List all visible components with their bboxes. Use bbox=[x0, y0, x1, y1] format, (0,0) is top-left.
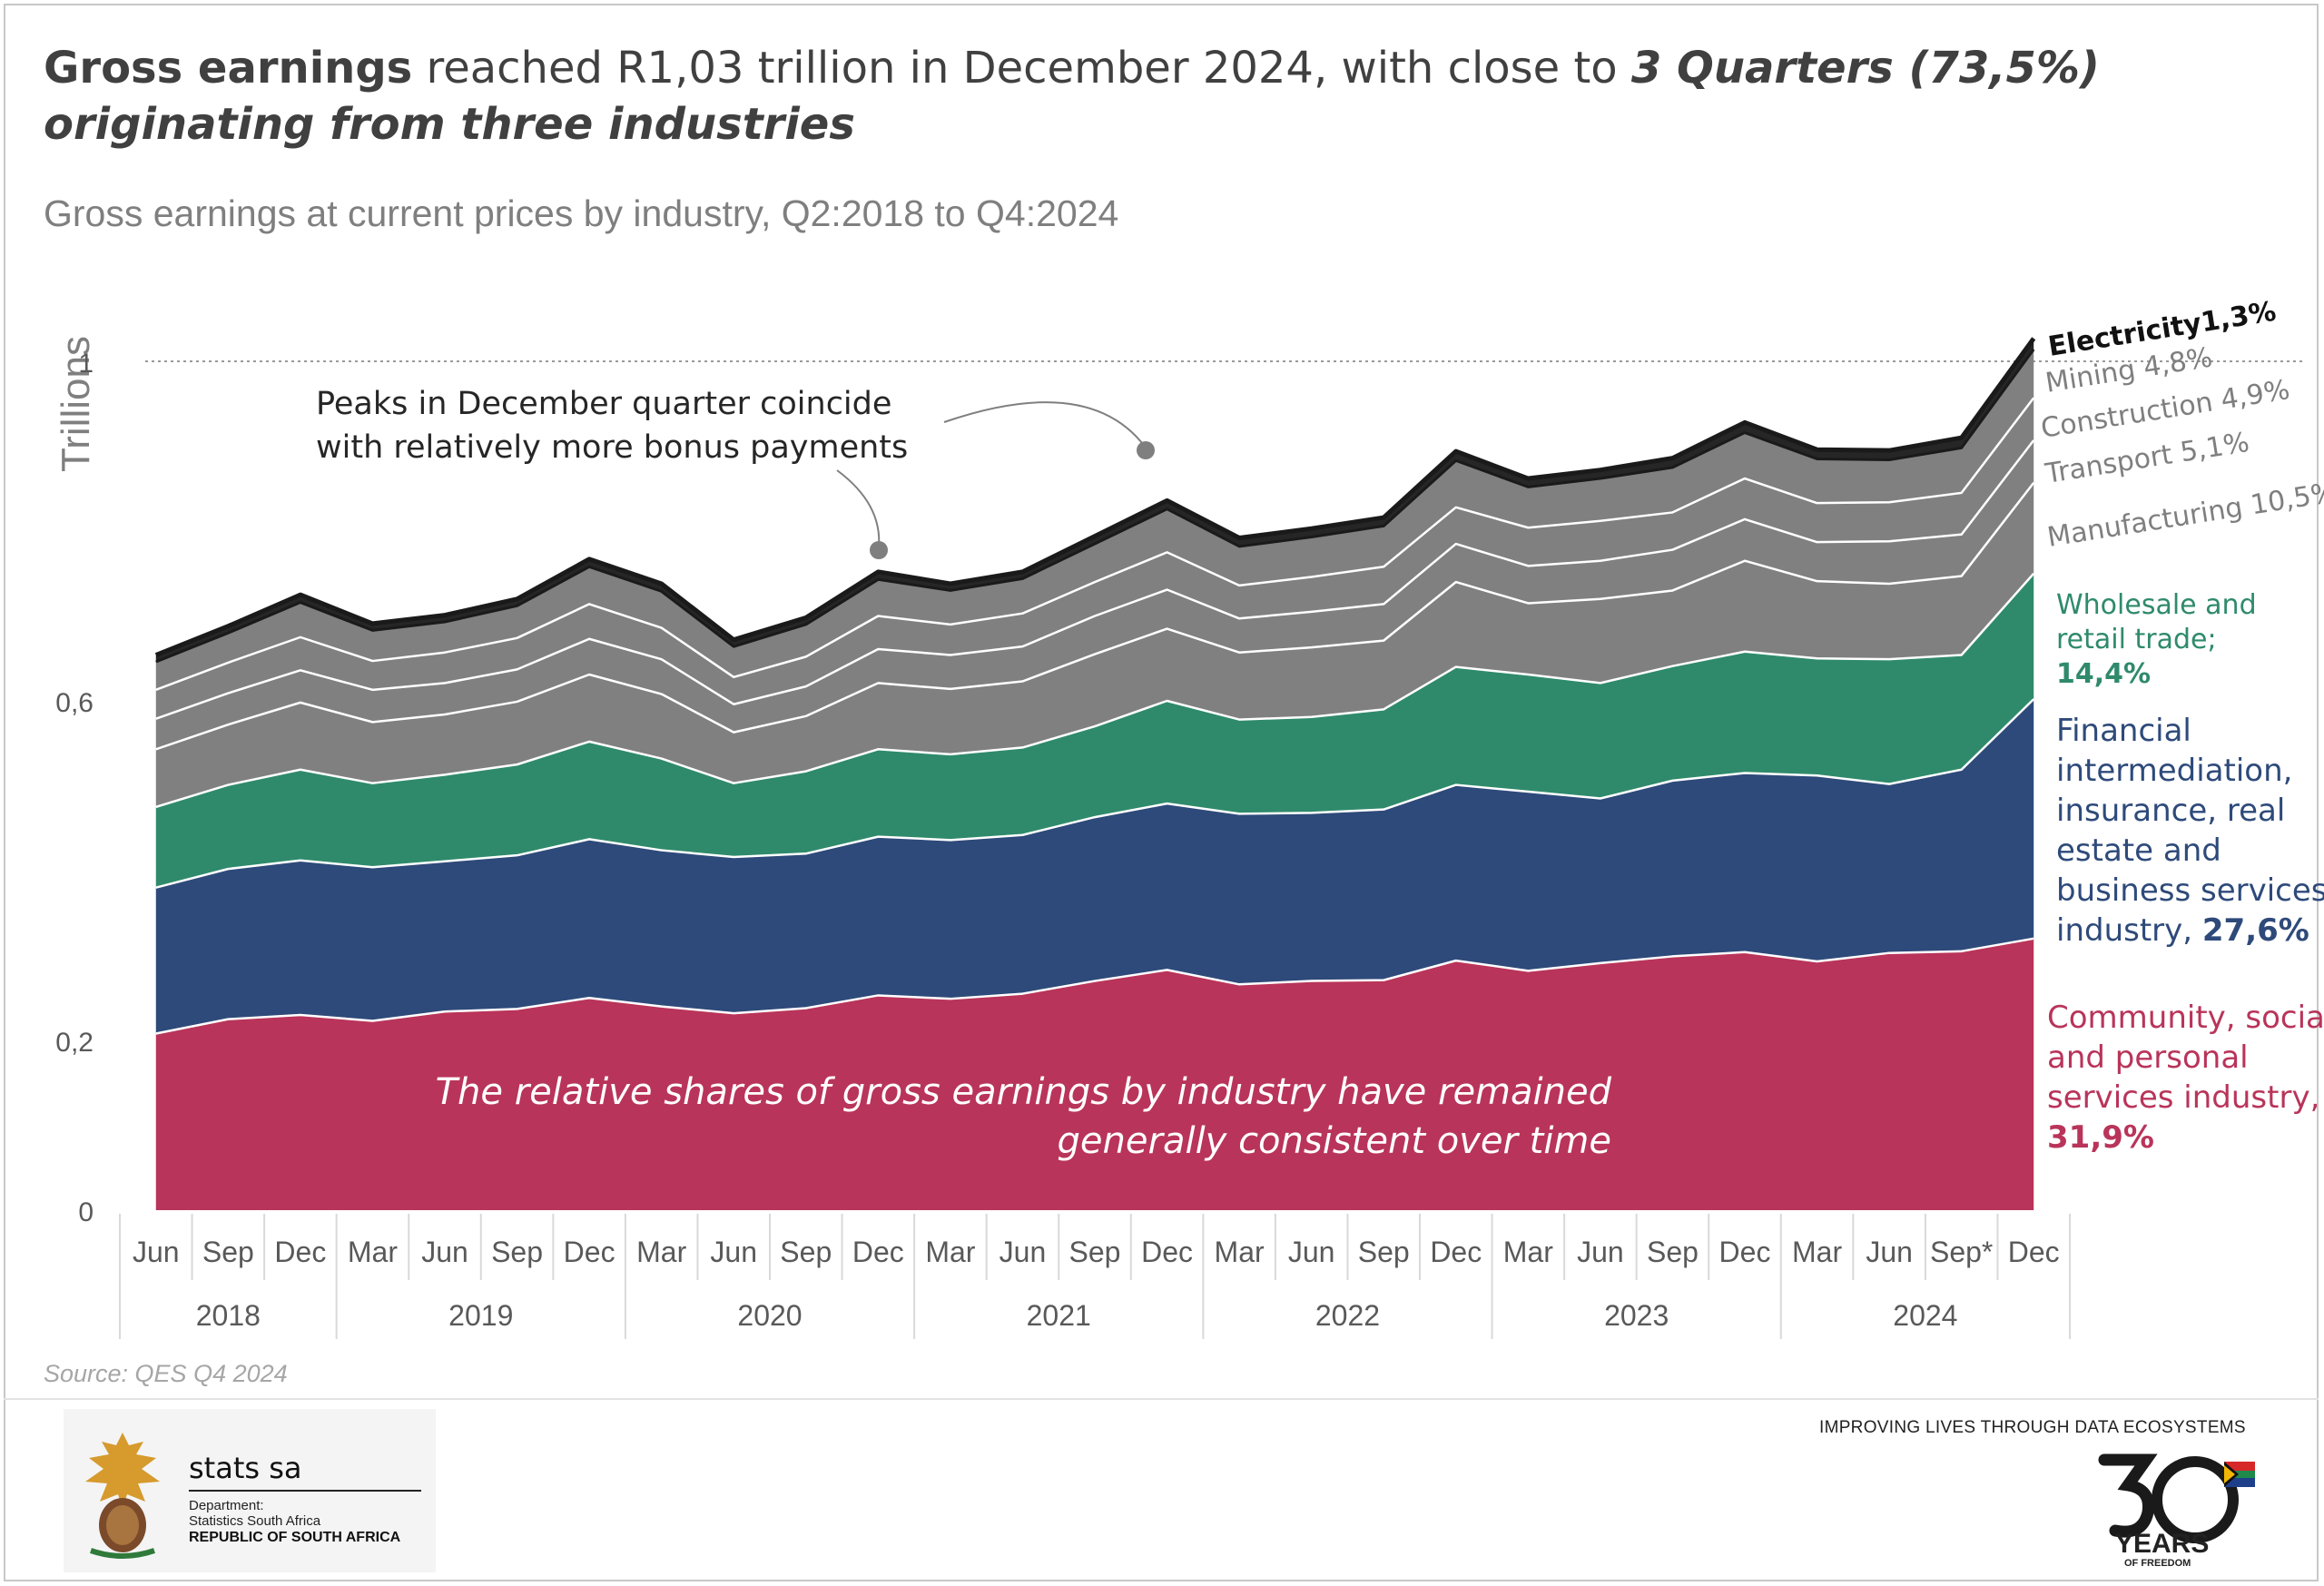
slide-frame bbox=[4, 4, 2319, 1581]
x-tick-label: Mar bbox=[348, 1236, 398, 1268]
source-note: Source: QES Q4 2024 bbox=[44, 1360, 288, 1387]
x-tick-label: Sep bbox=[491, 1236, 543, 1268]
label-financial-line: insurance, real bbox=[2056, 793, 2285, 829]
label-community-pct: 31,9% bbox=[2047, 1119, 2154, 1156]
label-manufacturing: Manufacturing 10,5% bbox=[2045, 477, 2324, 554]
year-label: 2023 bbox=[1604, 1299, 1669, 1332]
boundary-line-manufacturing bbox=[155, 481, 2035, 751]
year-label: 2020 bbox=[737, 1299, 802, 1332]
x-tick-label: Jun bbox=[133, 1236, 180, 1268]
x-tick-label: Mar bbox=[925, 1236, 975, 1268]
label-community-line: and personal bbox=[2047, 1039, 2249, 1076]
dept-line-2: Statistics South Africa bbox=[189, 1513, 321, 1529]
headline-emphasis: 3 Quarters (73,5%) originating from thre… bbox=[44, 43, 2100, 150]
x-tick-label: Mar bbox=[1215, 1236, 1265, 1268]
year-label: 2024 bbox=[1893, 1299, 1957, 1332]
boundary-line-construction bbox=[155, 397, 2035, 692]
x-tick-label: Sep bbox=[202, 1236, 254, 1268]
area-transport bbox=[155, 439, 2034, 750]
x-tick-label: Mar bbox=[1792, 1236, 1842, 1268]
area-wholesale bbox=[155, 573, 2034, 888]
x-tick-label: Dec bbox=[1430, 1236, 1482, 1268]
annotation-dot-left bbox=[870, 541, 888, 559]
label-wholesale-line-1: Wholesale and bbox=[2056, 589, 2257, 621]
coat-of-arms-icon bbox=[85, 1433, 160, 1559]
annotation-bonus-line-1: Peaks in December quarter coincide bbox=[316, 386, 891, 422]
x-tick-label: Jun bbox=[710, 1236, 757, 1268]
x-tick-label: Dec bbox=[1141, 1236, 1193, 1268]
years-label: YEARS bbox=[2115, 1529, 2210, 1559]
label-wholesale-line-2: retail trade; bbox=[2056, 624, 2217, 655]
x-tick-label: Sep bbox=[1647, 1236, 1699, 1268]
boundary-line-financial bbox=[155, 698, 2035, 889]
annotation-bonus-line-2: with relatively more bonus payments bbox=[316, 429, 908, 466]
y-tick-label: 0 bbox=[78, 1197, 94, 1227]
dept-line-3: REPUBLIC OF SOUTH AFRICA bbox=[189, 1530, 401, 1545]
chart-subtitle: Gross earnings at current prices by indu… bbox=[44, 192, 1119, 234]
area-construction bbox=[155, 398, 2034, 719]
x-tick-label: Dec bbox=[2008, 1236, 2060, 1268]
stacked-area-chart: 0 0,2 0,6 1 Jun Sep Dec Mar Jun Sep Dec Mar Jun Sep De… bbox=[55, 296, 2324, 1339]
label-community-line: Community, social bbox=[2047, 1000, 2324, 1036]
annotation-arrow-right bbox=[943, 401, 1147, 448]
x-tick-label: Mar bbox=[636, 1236, 686, 1268]
x-tick-label: Dec bbox=[852, 1236, 904, 1268]
label-financial-line: business services bbox=[2056, 872, 2324, 909]
label-financial-line: Financial bbox=[2056, 713, 2191, 749]
area-mining bbox=[155, 349, 2034, 690]
y-tick-label: 1 bbox=[78, 349, 94, 379]
x-tick-label: Sep bbox=[1358, 1236, 1410, 1268]
x-tick-label: Dec bbox=[1719, 1236, 1771, 1268]
headline: Gross earnings reached R1,03 trillion in… bbox=[44, 40, 2295, 153]
x-tick-label: Sep bbox=[1069, 1236, 1121, 1268]
label-financial-line: intermediation, bbox=[2056, 753, 2292, 789]
x-tick-label: Sep* bbox=[1930, 1236, 1993, 1268]
boundary-line-electricity bbox=[154, 337, 2036, 657]
label-financial-line: estate and bbox=[2056, 832, 2221, 869]
area-manufacturing bbox=[155, 482, 2034, 807]
footer-divider bbox=[4, 1398, 2319, 1400]
annotation-arrow-left bbox=[836, 469, 881, 548]
annotation-shares-line-2: generally consistent over time bbox=[1058, 1120, 1611, 1162]
boundary-line-community bbox=[155, 937, 2034, 1035]
headline-body: reached R1,03 trillion in December 2024,… bbox=[412, 43, 1631, 94]
x-tick-label: Dec bbox=[564, 1236, 615, 1268]
y-tick-label: 0,6 bbox=[55, 688, 94, 718]
brand-underline bbox=[189, 1490, 421, 1492]
label-wholesale-pct: 14,4% bbox=[2056, 658, 2151, 690]
boundary-line-wholesale bbox=[155, 572, 2035, 809]
annotation-shares-line-1: The relative shares of gross earnings by… bbox=[436, 1071, 1612, 1113]
thirty-years-logo-icon bbox=[2098, 1453, 2255, 1543]
label-financial-last: industry, 27,6% bbox=[2056, 912, 2309, 949]
dept-line-1: Department: bbox=[189, 1498, 264, 1513]
year-label: 2021 bbox=[1027, 1299, 1091, 1332]
x-tick-label: Sep bbox=[780, 1236, 832, 1268]
x-tick-label: Dec bbox=[274, 1236, 326, 1268]
x-tick-label: Jun bbox=[1577, 1236, 1624, 1268]
x-tick-label: Jun bbox=[1288, 1236, 1335, 1268]
statssa-brand: stats sa bbox=[189, 1451, 302, 1485]
x-tick-label: Jun bbox=[1866, 1236, 1913, 1268]
y-tick-label: 0,2 bbox=[55, 1028, 94, 1058]
year-label: 2018 bbox=[196, 1299, 261, 1332]
x-tick-label: Jun bbox=[421, 1236, 468, 1268]
boundary-line-transport bbox=[155, 439, 2035, 720]
area-financial bbox=[155, 699, 2034, 1034]
x-tick-label: Mar bbox=[1503, 1236, 1553, 1268]
headline-bold: Gross earnings bbox=[44, 43, 413, 94]
tagline: IMPROVING LIVES THROUGH DATA ECOSYSTEMS bbox=[1819, 1418, 2246, 1437]
label-community-line: services industry, bbox=[2047, 1079, 2319, 1116]
freedom-label: OF FREEDOM bbox=[2124, 1558, 2191, 1569]
year-label: 2022 bbox=[1315, 1299, 1380, 1332]
x-tick-label: Jun bbox=[1000, 1236, 1047, 1268]
year-label: 2019 bbox=[448, 1299, 513, 1332]
area-community bbox=[155, 938, 2034, 1210]
annotation-dot-right bbox=[1137, 441, 1155, 459]
boundary-line-mining bbox=[155, 349, 2035, 664]
